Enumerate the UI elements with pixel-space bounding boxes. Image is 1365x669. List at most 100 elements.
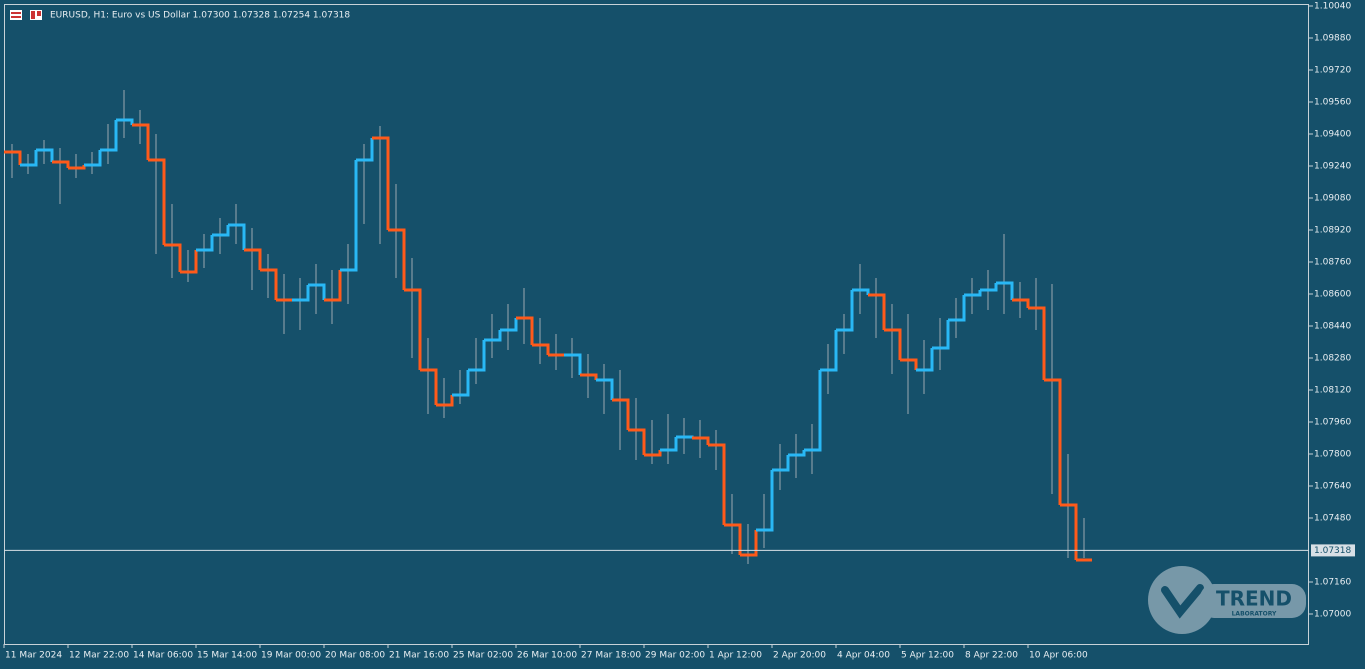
- trend-step: [116, 118, 134, 125]
- trend-step: [292, 285, 310, 302]
- trend-step: [404, 288, 422, 370]
- y-tick-label: 1.08440: [1314, 322, 1351, 332]
- trend-step: [612, 398, 630, 430]
- x-tick-label: 14 Mar 06:00: [133, 651, 193, 661]
- y-tick-label: 1.08280: [1314, 354, 1351, 364]
- x-tick-label: 29 Mar 02:00: [645, 651, 705, 661]
- trend-step: [884, 328, 902, 360]
- trend-step: [1060, 503, 1078, 560]
- trend-step: [356, 138, 374, 162]
- watermark-subtext: LABORATORY: [1232, 611, 1277, 618]
- trend-step: [1012, 298, 1030, 308]
- y-tick-label: 1.07000: [1314, 610, 1351, 620]
- y-tick-label: 1.07800: [1314, 450, 1351, 460]
- y-tick-label: 1.07160: [1314, 578, 1351, 588]
- y-tick-label: 1.09080: [1314, 194, 1351, 204]
- trend-step: [164, 243, 182, 272]
- y-tick-label: 1.08760: [1314, 258, 1351, 268]
- y-tick-label: 1.07640: [1314, 482, 1351, 492]
- trend-step: [628, 428, 646, 455]
- trend-step: [468, 340, 486, 372]
- trend-step: [1028, 306, 1046, 380]
- y-tick-label: 1.07480: [1314, 514, 1351, 524]
- trend-step: [580, 373, 598, 380]
- trend-step: [836, 290, 854, 332]
- trend-step: [724, 523, 742, 555]
- trend-step: [148, 158, 166, 245]
- x-tick-label: 10 Apr 06:00: [1029, 651, 1088, 661]
- trend-step: [740, 530, 758, 557]
- trend-step: [676, 435, 694, 439]
- x-tick-label: 19 Mar 00:00: [261, 651, 321, 661]
- x-tick-label: 1 Apr 12:00: [709, 651, 762, 661]
- trend-step: [692, 436, 710, 445]
- y-tick-label: 1.08920: [1314, 226, 1351, 236]
- trend-step: [180, 250, 198, 274]
- y-tick-label: 1.08120: [1314, 386, 1351, 396]
- x-tick-label: 21 Mar 16:00: [389, 651, 449, 661]
- trend-step: [820, 330, 838, 372]
- trend-step: [308, 283, 326, 300]
- trend-step: [212, 225, 230, 237]
- y-tick-label: 1.10040: [1314, 2, 1351, 12]
- x-tick-label: 27 Mar 18:00: [581, 651, 641, 661]
- trend-step: [436, 395, 454, 407]
- trend-step: [52, 160, 70, 168]
- trend-step: [532, 343, 550, 355]
- current-price-box: [1311, 544, 1355, 557]
- trend-step: [852, 288, 870, 295]
- trend-step: [772, 455, 790, 472]
- trend-step: [932, 320, 950, 350]
- x-tick-label: 2 Apr 20:00: [773, 651, 826, 661]
- trend-step: [644, 450, 662, 457]
- trend-step: [564, 353, 582, 375]
- trend-step: [484, 330, 502, 342]
- x-tick-label: 8 Apr 22:00: [965, 651, 1018, 661]
- trend-step: [228, 223, 246, 250]
- trend-step: [916, 348, 934, 372]
- trend-step: [996, 281, 1014, 300]
- y-tick-label: 1.08600: [1314, 290, 1351, 300]
- trend-step: [388, 228, 406, 290]
- plot-frame: [4, 4, 1309, 645]
- trend-step: [500, 318, 518, 332]
- x-tick-label: 4 Apr 04:00: [837, 651, 890, 661]
- trend-step: [340, 160, 358, 272]
- current-price-label: 1.07318: [1314, 546, 1351, 556]
- trend-step: [100, 120, 118, 152]
- x-tick-label: 15 Mar 14:00: [197, 651, 257, 661]
- watermark-text: TREND: [1216, 587, 1292, 611]
- trend-step: [868, 293, 886, 330]
- x-tick-label: 5 Apr 12:00: [901, 651, 954, 661]
- trend-step: [36, 148, 54, 162]
- trend-step: [788, 450, 806, 457]
- trend-step: [244, 248, 262, 270]
- trend-step: [84, 150, 102, 167]
- trend-step: [516, 316, 534, 345]
- symbol-icon: [10, 10, 42, 20]
- trend-step: [196, 235, 214, 252]
- x-tick-label: 12 Mar 22:00: [69, 651, 129, 661]
- trend-step: [980, 283, 998, 292]
- trend-step: [372, 136, 390, 230]
- y-tick-label: 1.09400: [1314, 130, 1351, 140]
- trend-step: [452, 370, 470, 397]
- trend-step: [324, 270, 342, 302]
- trend-step: [948, 295, 966, 322]
- trend-step: [900, 358, 918, 370]
- y-tick-label: 1.09560: [1314, 98, 1351, 108]
- trend-step: [4, 150, 22, 165]
- trend-step: [756, 470, 774, 532]
- trend-step: [1044, 378, 1062, 505]
- x-tick-label: 26 Mar 10:00: [517, 651, 577, 661]
- y-tick-label: 1.07960: [1314, 418, 1351, 428]
- y-tick-label: 1.09240: [1314, 162, 1351, 172]
- trend-step: [20, 150, 38, 167]
- y-tick-label: 1.09880: [1314, 34, 1351, 44]
- trend-step: [964, 290, 982, 297]
- trend-step: [260, 268, 278, 300]
- trend-step: [420, 368, 438, 405]
- x-tick-label: 20 Mar 08:00: [325, 651, 385, 661]
